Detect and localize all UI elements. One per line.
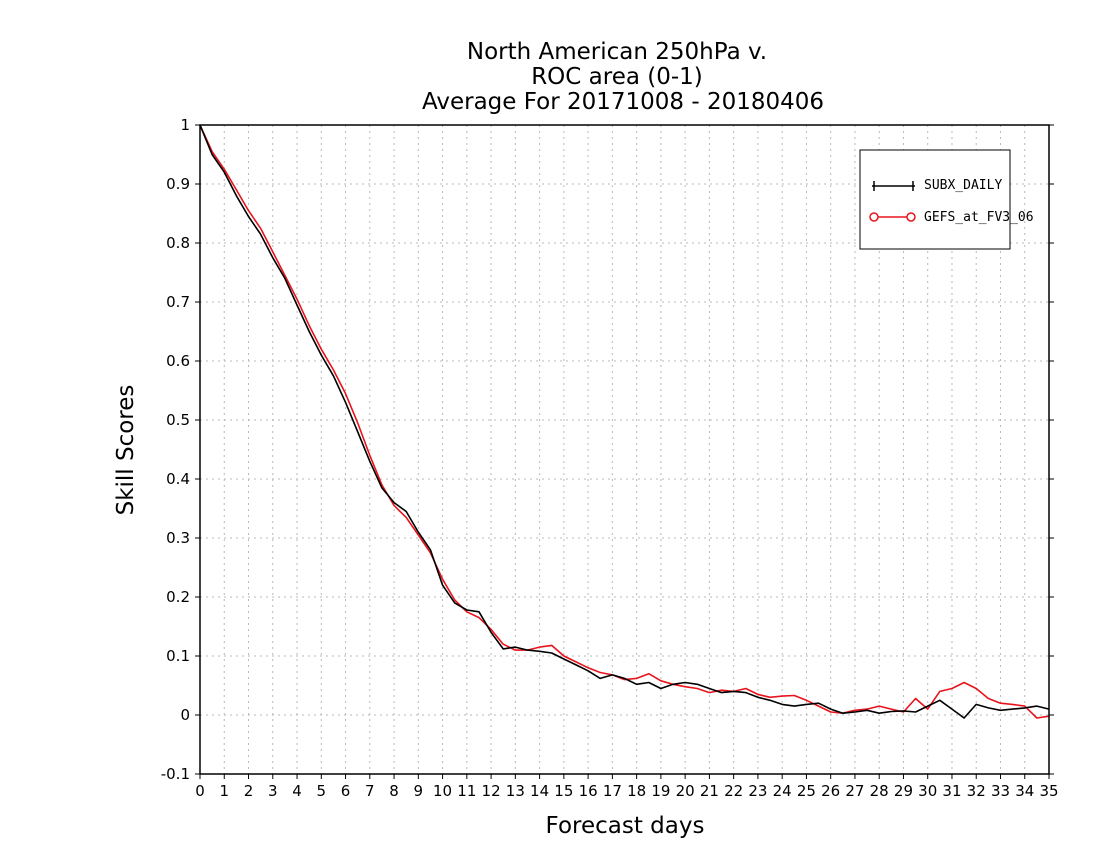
legend-label-series-1: SUBX_DAILY [924,178,1002,193]
x-tick-label: 17 [603,782,622,800]
x-tick-label: 30 [918,782,937,800]
legend-items [869,181,916,222]
x-tick-label: 33 [991,782,1010,800]
grid-lines [200,125,1049,774]
x-tick-label: 13 [506,782,525,800]
x-tick-label: 22 [724,782,743,800]
y-tick-label: 0.8 [166,234,190,252]
x-tick-label: 23 [748,782,767,800]
series-line-2 [199,124,1050,719]
x-tick-label: 35 [1039,782,1058,800]
x-tick-label: 2 [244,782,254,800]
x-tick-label: 19 [651,782,670,800]
x-tick-label: 7 [365,782,375,800]
plot-frame [199,124,1050,775]
x-tick-label: 20 [676,782,695,800]
x-tick-label: 28 [870,782,889,800]
x-tick-label: 9 [414,782,424,800]
x-tick-label: 6 [341,782,351,800]
x-axis-label: Forecast days [546,813,705,839]
chart-title-line-1: North American 250hPa v. [467,39,767,65]
x-tick-label: 4 [292,782,302,800]
y-tick-label: 0.9 [166,175,190,193]
x-tick-label: 0 [195,782,205,800]
legend: SUBX_DAILY GEFS_at_FV3_06 [859,149,1034,250]
chart-title-line-3: Average For 20171008 - 20180406 [422,89,824,115]
x-tick-label: 31 [942,782,961,800]
x-tick-label: 27 [845,782,864,800]
x-tick-label: 16 [579,782,598,800]
x-tick-label: 11 [457,782,476,800]
x-tick-label: 24 [773,782,792,800]
x-tick-label: 10 [433,782,452,800]
x-tick-label: 29 [894,782,913,800]
axis-ticks: 0 1 2 3 4 5 6 7 8 9 10 11 12 13 14 15 16 17 18 19 20 21 22 23 24… [161,116,1059,800]
chart-title-line-2: ROC area (0-1) [531,64,703,90]
x-tick-label: 34 [1015,782,1034,800]
series-line-1 [199,124,1050,719]
x-tick-label: 1 [219,782,229,800]
y-tick-label: 0.3 [166,529,190,547]
x-tick-label: 3 [268,782,278,800]
y-tick-label: 0.5 [166,411,190,429]
x-tick-label: 26 [821,782,840,800]
x-tick-label: 25 [797,782,816,800]
y-axis-label: Skill Scores [113,385,139,516]
y-tick-label: 1 [180,116,190,134]
x-tick-label: 15 [554,782,573,800]
legend-box [859,149,1011,250]
y-tick-label: 0.6 [166,352,190,370]
series-lines [199,124,1050,719]
x-tick-label: 5 [317,782,327,800]
y-tick-label: 0.4 [166,470,190,488]
legend-circle-marker-icon [906,212,916,222]
x-tick-label: 32 [967,782,986,800]
y-tick-label: 0 [180,706,190,724]
y-tick-label: 0.2 [166,588,190,606]
y-tick-label: -0.1 [161,765,190,783]
x-tick-label: 8 [389,782,399,800]
y-tick-label: 0.7 [166,293,190,311]
y-tick-label: 0.1 [166,647,190,665]
x-tick-label: 21 [700,782,719,800]
legend-circle-marker-icon [869,212,879,222]
x-tick-label: 18 [627,782,646,800]
legend-label-series-2: GEFS_at_FV3_06 [924,210,1034,225]
x-tick-label: 14 [530,782,549,800]
x-tick-label: 12 [482,782,501,800]
